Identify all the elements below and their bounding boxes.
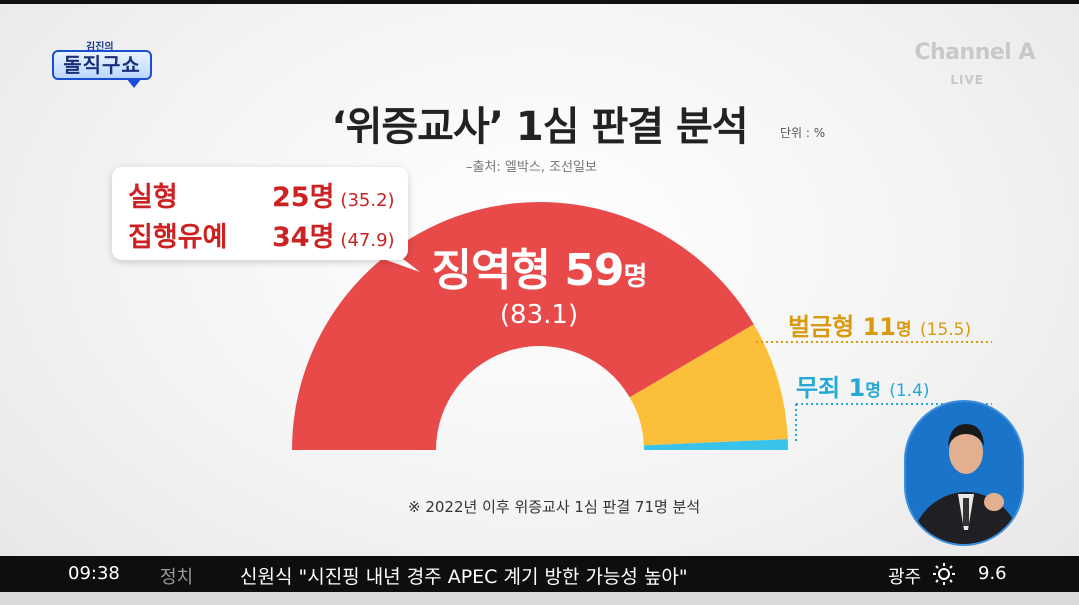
slice-acquittal: [643, 439, 788, 450]
show-logo-host: 김진의: [86, 42, 114, 53]
probation-pct: (47.9): [340, 230, 395, 251]
acquittal-pct: (1.4): [889, 381, 930, 401]
fine-name: 벌금형: [788, 313, 855, 341]
probation-count-group: 34명 (47.9): [272, 215, 395, 254]
probation-label: 집행유예: [128, 222, 228, 253]
interpreter-face: [949, 430, 983, 474]
chart-title: ‘위증교사’ 1심 판결 분석: [331, 104, 748, 150]
fine-label: 벌금형 11명 (15.5): [788, 307, 971, 342]
show-logo-title: 돌직구쇼: [52, 50, 152, 80]
callout-row-probation: 집행유예 34명 (47.9): [128, 215, 395, 254]
prison-label: 징역형 59명 (83.1): [414, 234, 664, 330]
prison-title: 징역형 59명: [414, 234, 664, 298]
interpreter-tie: [963, 498, 969, 526]
breakdown-callout: 실형 25명 (35.2) 집행유예 34명 (47.9): [112, 167, 408, 260]
fine-count: 11: [862, 313, 897, 341]
ticker-headline: 신원식 "시진핑 내년 경주 APEC 계기 방한 가능성 높아": [240, 566, 688, 588]
probation-count: 34명: [272, 222, 335, 253]
news-ticker: 09:38 정치 신원식 "시진핑 내년 경주 APEC 계기 방한 가능성 높…: [0, 556, 1079, 592]
interpreter-hair: [948, 424, 984, 446]
unit-label: 단위 : %: [780, 126, 826, 140]
weather-temp: 9.6: [978, 563, 1007, 584]
acquittal-name: 무죄: [796, 374, 841, 402]
prison-pct: (83.1): [499, 300, 579, 330]
top-bar: [0, 0, 1079, 4]
interpreter-hand: [984, 493, 1004, 511]
jail-count: 25명: [272, 182, 335, 213]
prison-name: 징역형: [431, 245, 551, 296]
ticker-time: 09:38: [68, 563, 120, 584]
jail-pct: (35.2): [340, 190, 395, 211]
callout-row-jail: 실형 25명 (35.2): [128, 175, 395, 214]
interpreter-figure: [910, 424, 1022, 544]
prison-unit: 명: [623, 262, 648, 292]
acquittal-label: 무죄 1명 (1.4): [796, 368, 930, 403]
sign-language-interpreter: [904, 400, 1024, 546]
source-label: –출처: 엘박스, 조선일보: [466, 160, 597, 175]
live-indicator: LIVE: [950, 73, 984, 87]
speech-bubble-tail: [126, 78, 142, 88]
chart-footnote: ※ 2022년 이후 위증교사 1심 판결 71명 분석: [408, 498, 701, 516]
ticker-category: 정치: [160, 567, 194, 588]
prison-count: 59: [564, 245, 624, 296]
acquittal-count: 1: [848, 374, 866, 402]
weather-region: 광주: [888, 567, 922, 588]
jail-label: 실형: [128, 182, 178, 213]
fine-pct: (15.5): [920, 320, 972, 340]
show-logo: 김진의 돌직구쇼: [48, 38, 156, 94]
jail-count-group: 25명 (35.2): [272, 175, 395, 214]
fine-unit: 명: [896, 320, 912, 340]
channel-logo: Channel A: [914, 40, 1035, 65]
slice-fine: [629, 324, 788, 446]
bottom-strip: [0, 592, 1079, 605]
sun-icon: [933, 563, 955, 585]
acquittal-unit: 명: [865, 381, 881, 401]
